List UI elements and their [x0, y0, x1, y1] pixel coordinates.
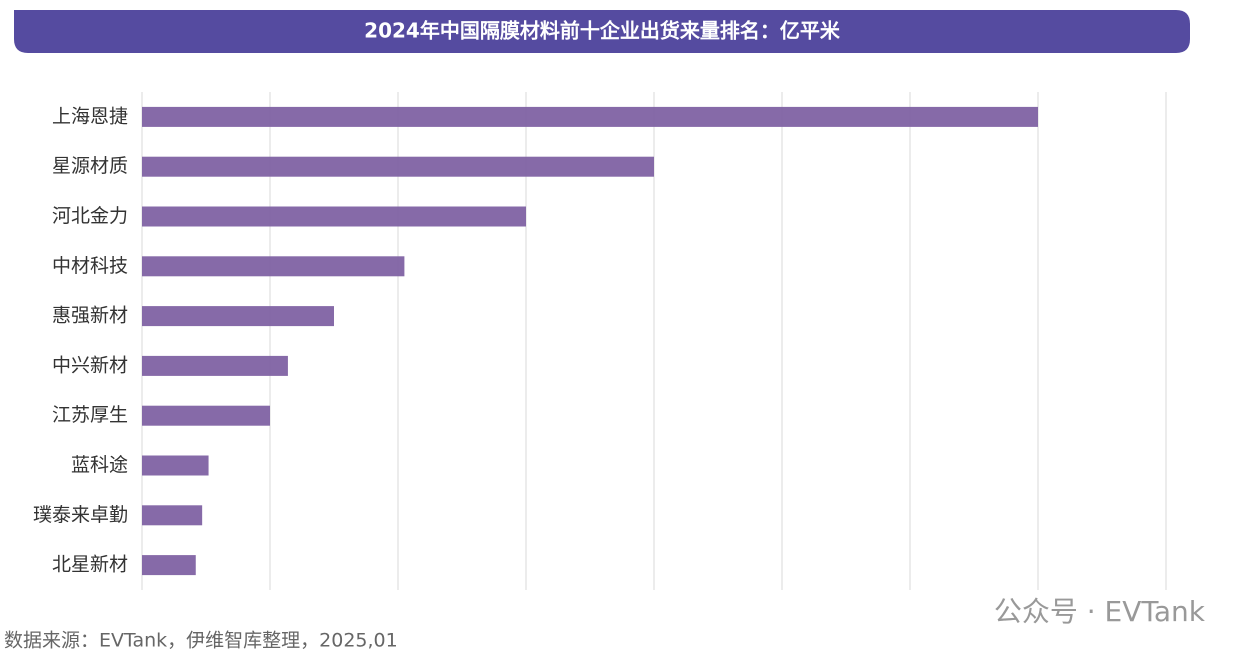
y-tick-label: 中兴新材: [52, 354, 128, 376]
watermark: 公众号 · EVTank: [994, 595, 1206, 628]
bar: [142, 156, 654, 177]
chart-title: 2024年中国隔膜材料前十企业出货来量排名：亿平米: [364, 19, 841, 43]
y-tick-label: 河北金力: [52, 205, 128, 227]
bar: [142, 306, 334, 327]
bar: [142, 355, 288, 376]
y-tick-label: 星源材质: [52, 155, 128, 177]
y-tick-label: 上海恩捷: [52, 105, 128, 127]
bar: [142, 555, 196, 576]
source-note: 数据来源：EVTank，伊维智库整理，2025,01: [4, 630, 398, 652]
y-tick-label: 北星新材: [52, 554, 128, 576]
y-tick-label: 江苏厚生: [52, 404, 128, 426]
y-tick-label: 惠强新材: [52, 305, 128, 327]
bar: [142, 405, 270, 426]
bar: [142, 505, 203, 526]
bar: [142, 256, 405, 277]
y-tick-label: 蓝科途: [71, 454, 128, 476]
title-banner: [14, 10, 1190, 53]
y-tick-label: 中材科技: [52, 255, 128, 277]
y-tick-label: 璞泰来卓勤: [33, 504, 128, 526]
bar: [142, 106, 1038, 127]
bar: [142, 455, 209, 476]
bar: [142, 206, 526, 227]
